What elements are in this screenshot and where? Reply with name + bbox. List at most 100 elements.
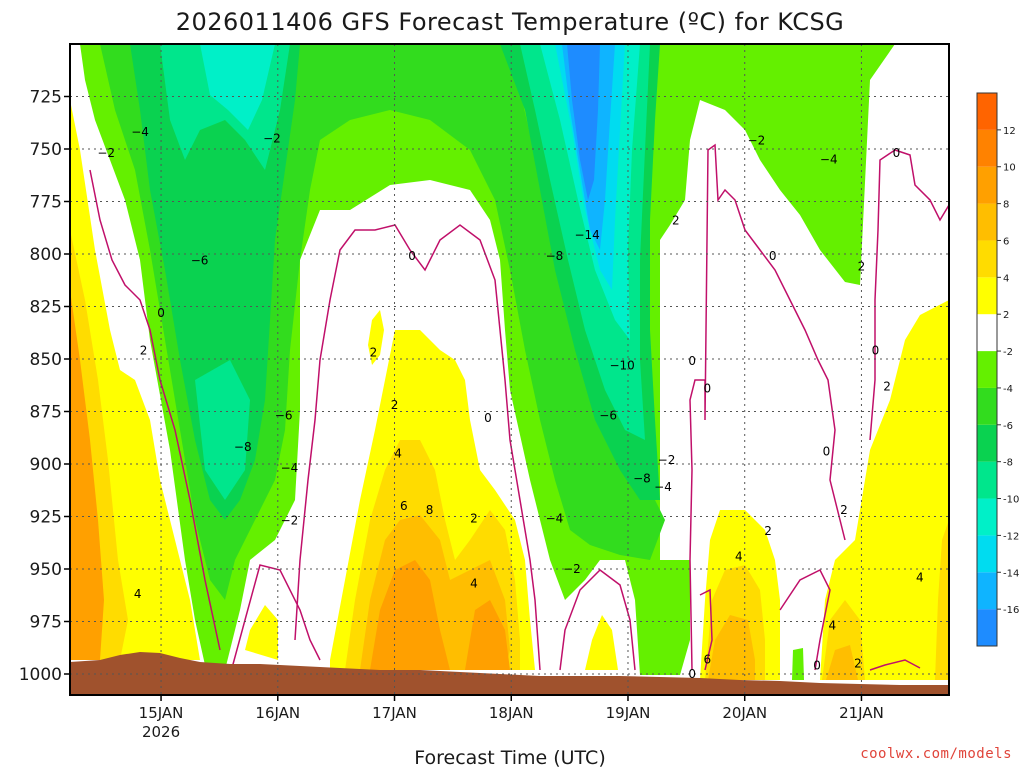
y-tick-label: 775 [30,193,62,213]
contour-label: −8 [546,249,564,263]
contour-label: 2 [854,657,862,671]
y-tick-label: 975 [30,613,62,633]
contour-label: −8 [234,440,252,454]
credit-text: coolwx.com/models [860,746,1012,762]
colorbar-label: -12 [1003,531,1019,542]
ground-terrain [70,652,949,695]
zero-contour-5 [689,143,846,671]
contour-label: 0 [872,344,880,358]
contour-label: 2 [672,213,680,227]
zero-contour-4 [559,569,636,671]
x-tick-label: 20JAN [722,704,767,722]
colorbar-swatch [977,314,997,352]
band-plus8-center-b [465,600,510,670]
contour-label: −2 [658,453,676,467]
temperature-field [70,44,949,695]
zero-contour-3 [294,224,541,671]
band-plus2-farright [820,300,949,680]
contour-label: 2 [140,344,148,358]
y-tick-label: 1000 [19,665,62,685]
colorbar-label: -16 [1003,605,1019,616]
contour-label: 4 [916,570,924,584]
x-tick-label: 17JAN [372,704,417,722]
band-plus8-center [370,560,450,670]
contour-label: 4 [134,587,142,601]
x-tick-label: 15JAN [139,704,184,722]
contour-label: 6 [704,652,712,666]
contour-label: 4 [394,447,402,461]
contour-label: 2 [470,512,478,526]
y-tick-label: 825 [30,298,62,318]
band-minus16 [567,44,600,200]
y-tick-label: 950 [30,560,62,580]
colorbar-swatch [977,277,997,315]
band-minus2-small [792,648,804,680]
y-tick-label: 750 [30,140,62,160]
zero-contour-6 [869,149,949,441]
y-tick-label: 900 [30,455,62,475]
contour-label: −8 [633,472,651,486]
colorbar-swatch [977,240,997,278]
colorbar-swatch [977,129,997,167]
chart-title: 2026011406 GFS Forecast Temperature (ºC)… [176,8,845,36]
contour-label: −2 [263,132,281,146]
contour-label: 0 [893,146,901,160]
x-tick-label: 19JAN [606,704,651,722]
contour-label: −2 [97,146,115,160]
colorbar-label: 10 [1003,163,1016,174]
y-tick-label: 725 [30,88,62,108]
plot-frame [69,43,950,696]
zero-contour-1 [89,169,221,651]
contour-label: 2 [883,379,891,393]
band-minus6 [130,44,300,520]
contour-label: 0 [823,444,831,458]
contour-label: 2 [840,503,848,517]
colorbar-label: -14 [1003,568,1019,579]
colorbar-label: -2 [1003,347,1013,358]
colorbar-frame [976,92,998,647]
x-tick-label: 16JAN [255,704,300,722]
colorbar-label: -6 [1003,421,1013,432]
contour-label: 0 [484,411,492,425]
colorbar-swatch [977,609,997,646]
contour-label: −4 [546,512,564,526]
zero-contour-7 [699,588,713,671]
colorbar-label: 4 [1003,273,1009,284]
contour-label: 6 [400,499,408,513]
contour-label: 4 [828,619,836,633]
contour-label: −2 [563,562,581,576]
colorbar-label: -10 [1003,495,1019,506]
contour-label: 0 [408,249,416,263]
band-plus4-farright-b [935,520,949,680]
colorbar-swatch [977,424,997,462]
zero-contour-8 [779,568,831,671]
contour-label: −4 [820,153,838,167]
contour-label: 2 [858,260,866,274]
contour-label: −10 [609,358,634,372]
band-plus2-island-b [245,605,278,660]
colorbar-label: -8 [1003,458,1013,469]
contour-label: 4 [735,549,743,563]
colorbar-label: 2 [1003,310,1009,321]
colorbar-swatch [977,203,997,241]
colorbar-swatch [977,498,997,536]
band-plus6-left [70,290,104,660]
contour-label: 4 [470,577,478,591]
x-tick-sublabel: 2026 [142,723,180,741]
contour-label: 0 [704,381,712,395]
colorbar-swatch [977,572,997,610]
band-plus6-right [708,615,755,680]
contour-label: 0 [157,306,165,320]
zero-contour-9 [869,659,921,671]
band-plus2-island-c [585,615,618,670]
contour-label: −14 [574,228,599,242]
contour-label: 0 [688,354,696,368]
band-plus6-farright [826,645,858,680]
colorbar-swatch [977,387,997,425]
colorbar-label: 6 [1003,236,1009,247]
y-tick-label: 850 [30,350,62,370]
contour-label: 0 [813,659,821,673]
colorbar-label: 8 [1003,200,1009,211]
